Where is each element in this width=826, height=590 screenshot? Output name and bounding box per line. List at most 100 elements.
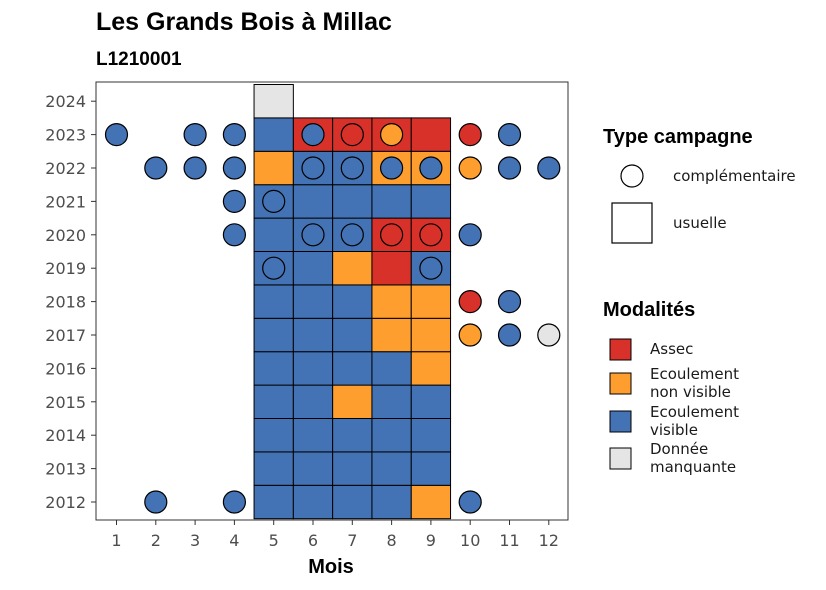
point-2022-6 <box>301 156 325 180</box>
tile-2017-7 <box>332 317 373 353</box>
legend-type-label: usuelle <box>673 214 727 232</box>
tile-2021-8 <box>371 184 412 219</box>
tile-2022-5 <box>253 150 294 186</box>
point-2017-11 <box>497 323 522 347</box>
chart-title: Les Grands Bois à Millac <box>96 8 392 36</box>
y-tick-label: 2016 <box>45 359 86 378</box>
legend-swatch <box>609 338 632 361</box>
point-2022-3 <box>183 156 207 180</box>
tile-2021-6 <box>292 184 334 219</box>
tile-2018-7 <box>332 284 373 319</box>
legend-swatch <box>609 372 632 395</box>
point-2023-8 <box>380 123 404 147</box>
tile-2019-8 <box>371 251 412 286</box>
y-tick-label: 2019 <box>45 259 86 278</box>
x-tick-label: 9 <box>426 531 436 550</box>
complementaire-points <box>104 123 561 514</box>
point-2019-9 <box>419 256 443 280</box>
tile-2015-9 <box>410 384 452 420</box>
tile-2015-8 <box>371 384 412 420</box>
legend-modalite-label: Ecoulement <box>650 403 739 421</box>
legend-modalite-label: visible <box>650 421 698 439</box>
point-2012-4 <box>222 490 246 514</box>
tile-2013-5 <box>253 451 294 486</box>
tile-2018-9 <box>410 284 452 319</box>
y-tick-label: 2014 <box>45 426 86 445</box>
point-2012-10 <box>458 490 482 514</box>
tile-2014-8 <box>371 418 412 453</box>
x-tick-label: 4 <box>229 531 239 550</box>
point-2022-4 <box>222 156 246 180</box>
y-tick-label: 2013 <box>45 460 86 479</box>
tile-2014-9 <box>410 418 452 453</box>
legend-type-campagne: Type campagne complémentaire usuelle <box>603 126 796 244</box>
point-2018-10 <box>458 290 482 314</box>
point-2018-11 <box>497 290 522 314</box>
tile-2016-7 <box>332 351 373 386</box>
x-axis: 1 2 3 4 5 6 7 8 9 10 11 12 <box>111 520 559 550</box>
tile-2017-9 <box>410 317 452 353</box>
tile-2018-8 <box>371 284 412 319</box>
legend-type-title: Type campagne <box>603 126 753 148</box>
legend-modalite-label: non visible <box>650 383 731 401</box>
legend-modalite-label: manquante <box>650 458 736 476</box>
point-2020-10 <box>458 223 482 247</box>
tile-2021-7 <box>332 184 373 219</box>
point-2021-4 <box>222 189 246 213</box>
legend-swatch <box>609 447 632 470</box>
x-tick-label: 5 <box>269 531 279 550</box>
y-tick-label: 2021 <box>45 192 86 211</box>
tile-2013-9 <box>410 451 452 486</box>
y-axis: 2012 2013 2014 2015 2016 2017 2018 2019 2020 2021… <box>45 92 96 512</box>
point-2021-5 <box>262 189 286 213</box>
tile-2013-7 <box>332 451 373 486</box>
tile-2017-6 <box>292 317 334 353</box>
x-tick-label: 6 <box>308 531 318 550</box>
tile-2023-9 <box>410 117 452 152</box>
tile-2014-5 <box>253 418 294 453</box>
y-tick-label: 2018 <box>45 293 86 312</box>
tile-2012-6 <box>292 484 334 520</box>
legend-type-label: complémentaire <box>673 167 796 185</box>
tile-2016-9 <box>410 351 452 386</box>
x-tick-label: 11 <box>499 531 519 550</box>
usuelle-tiles <box>253 84 452 520</box>
point-2023-7 <box>340 123 364 147</box>
point-2022-7 <box>340 156 364 180</box>
point-2020-8 <box>380 223 404 247</box>
point-2020-4 <box>222 223 246 247</box>
x-tick-label: 2 <box>151 531 161 550</box>
y-tick-label: 2024 <box>45 92 86 111</box>
tile-2015-6 <box>292 384 334 420</box>
legend-modalite-label: Ecoulement <box>650 365 739 383</box>
x-tick-label: 10 <box>460 531 480 550</box>
x-tick-label: 12 <box>539 531 559 550</box>
tile-2016-8 <box>371 351 412 386</box>
point-2023-1 <box>104 123 129 147</box>
point-2019-5 <box>262 256 286 280</box>
legend-modalite-label: Assec <box>650 340 693 358</box>
legend-circle-key <box>620 164 644 188</box>
x-axis-title: Mois <box>308 556 354 578</box>
point-2022-11 <box>497 156 522 180</box>
tile-2017-5 <box>253 317 294 353</box>
tile-2012-8 <box>371 484 412 520</box>
legend-modalites-title: Modalités <box>603 299 695 321</box>
point-2023-3 <box>183 123 207 147</box>
tile-2015-5 <box>253 384 294 420</box>
tile-2018-5 <box>253 284 294 319</box>
y-tick-label: 2012 <box>45 493 86 512</box>
y-tick-label: 2023 <box>45 126 86 145</box>
plot-border <box>95 81 569 521</box>
chart-subtitle: L1210001 <box>96 49 182 70</box>
y-tick-label: 2015 <box>45 393 86 412</box>
tile-2013-6 <box>292 451 334 486</box>
point-2012-2 <box>144 490 168 514</box>
tile-2017-8 <box>371 317 412 353</box>
y-tick-label: 2022 <box>45 159 86 178</box>
legend-swatch <box>609 410 632 433</box>
tile-2014-6 <box>292 418 334 453</box>
tile-2013-8 <box>371 451 412 486</box>
tile-2012-5 <box>253 484 294 520</box>
